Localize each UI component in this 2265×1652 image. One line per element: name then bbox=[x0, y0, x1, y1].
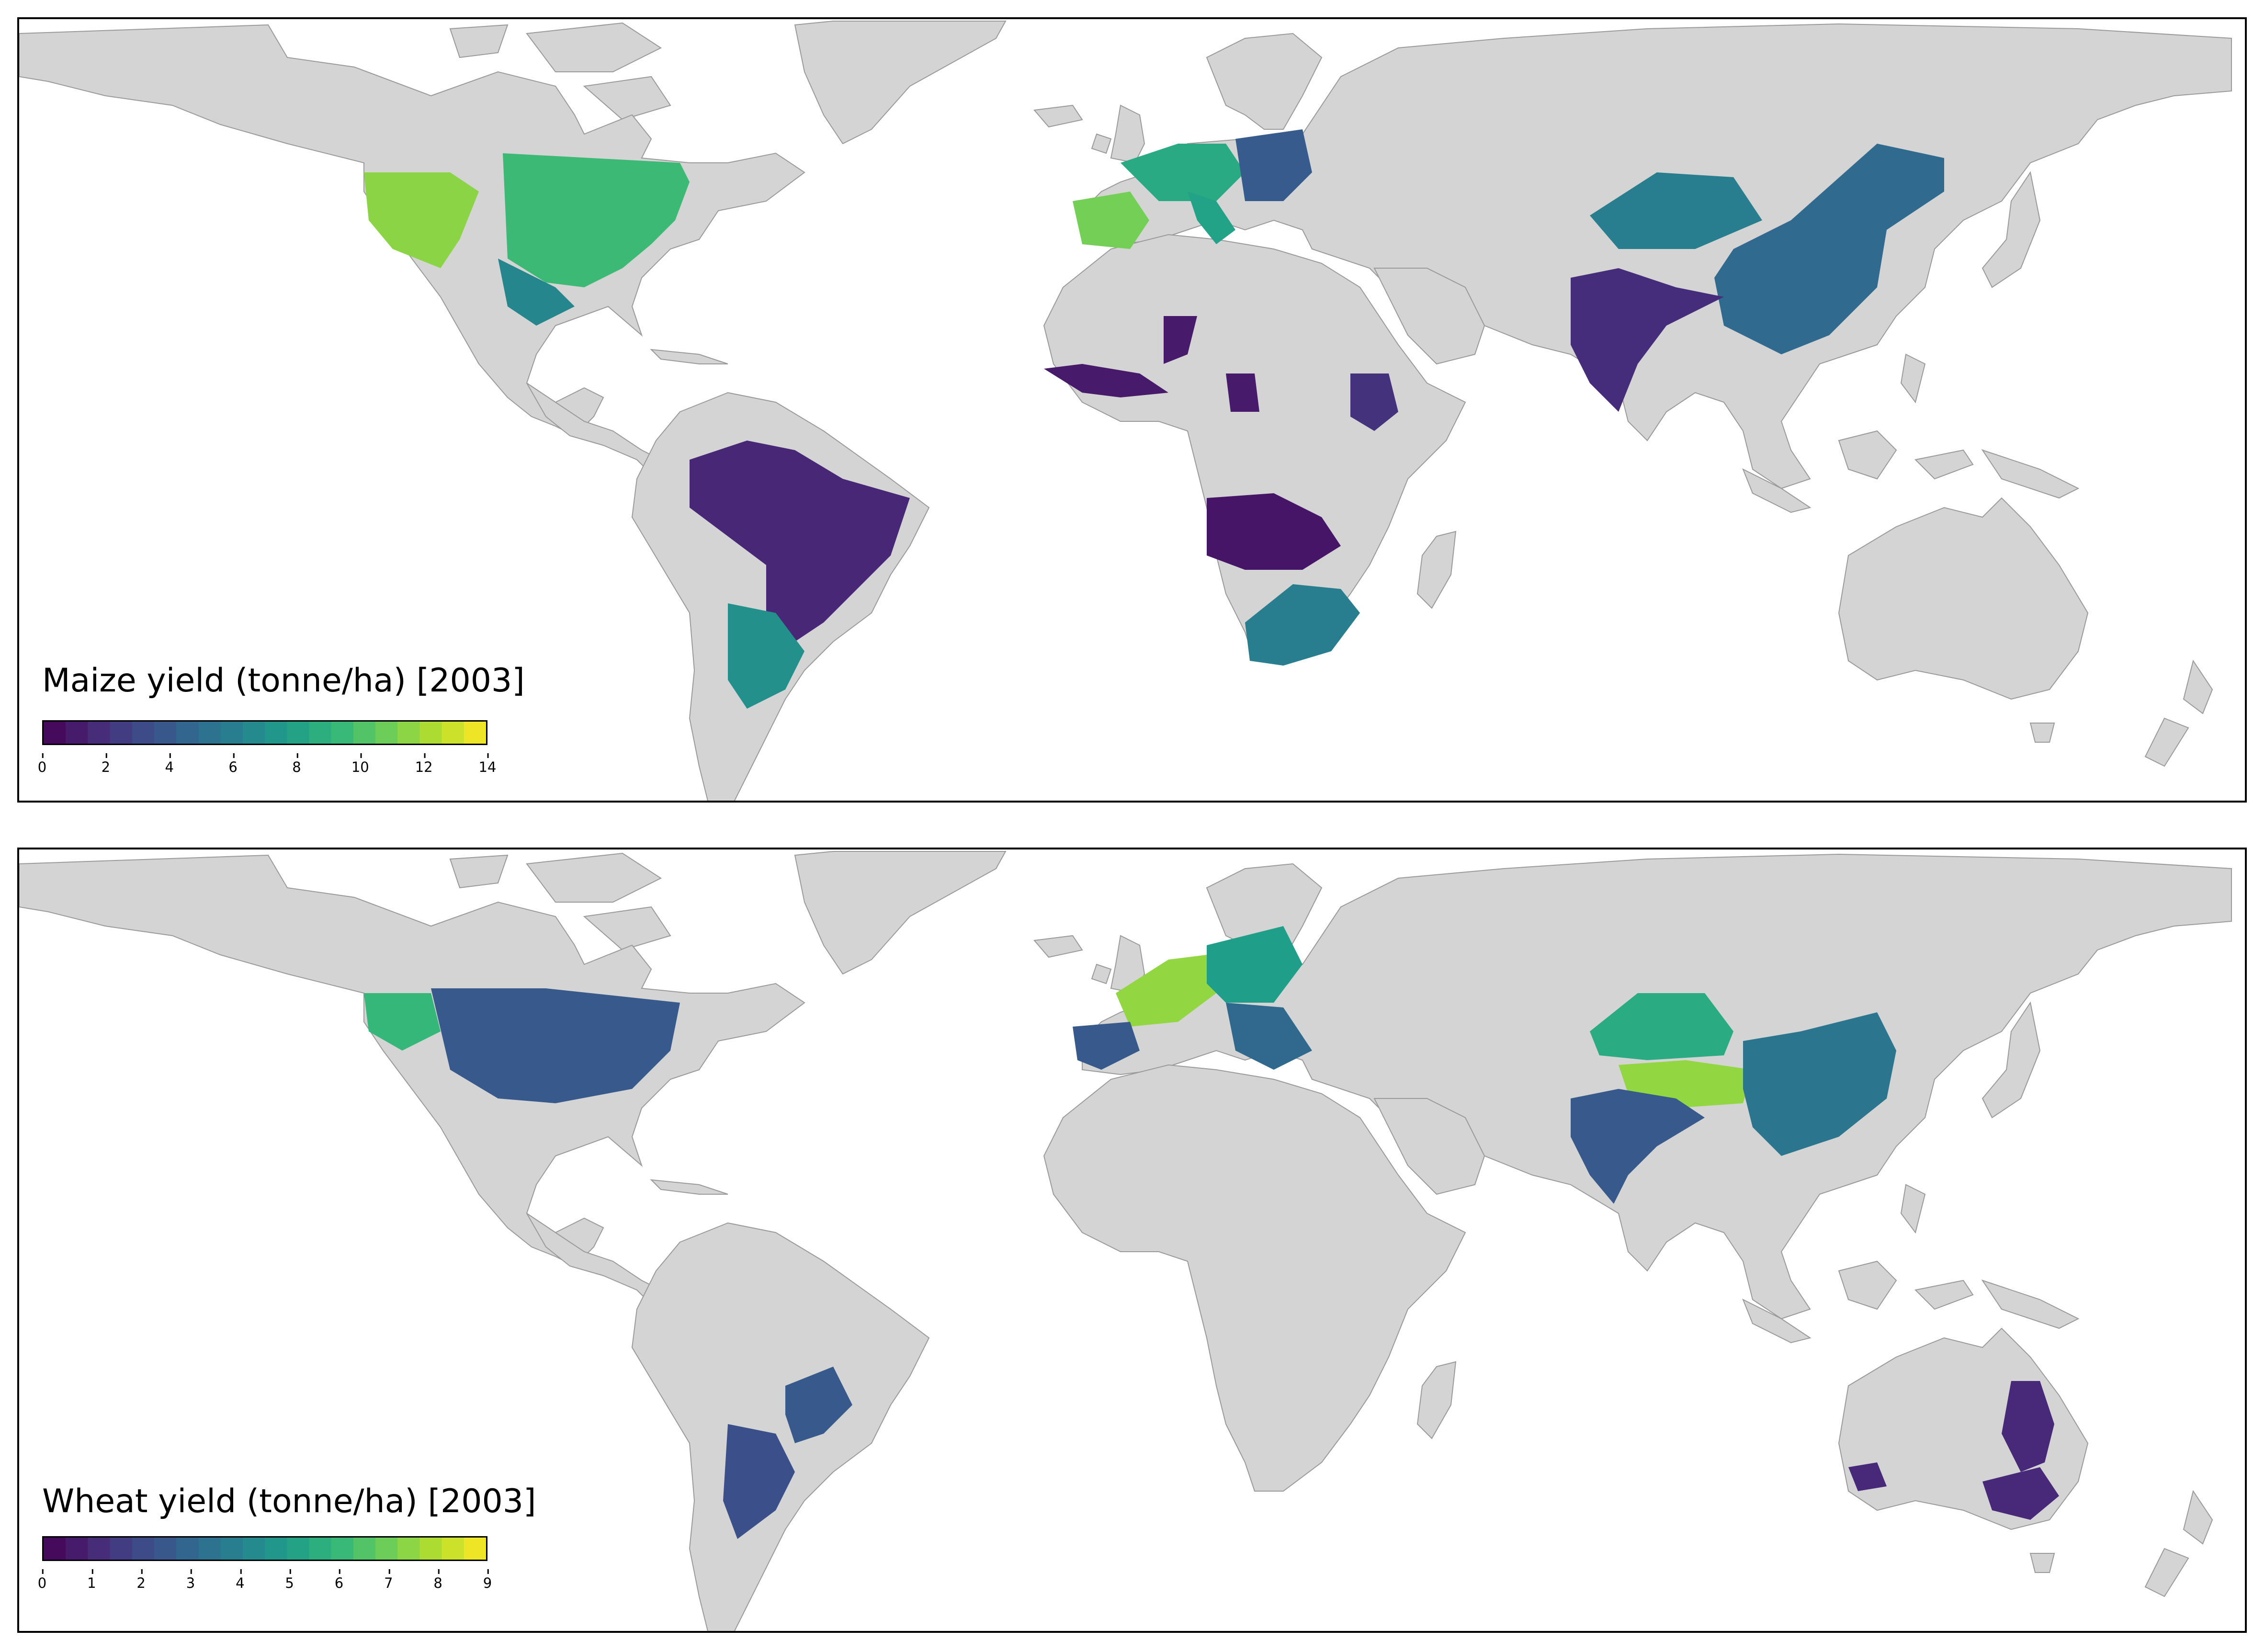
region-usa-northwest bbox=[364, 993, 441, 1051]
maize-colorbar-tick: 4 bbox=[165, 753, 174, 775]
region-france-benelux bbox=[1116, 955, 1216, 1027]
wheat-colorbar-tick: 7 bbox=[384, 1569, 393, 1591]
region-nigeria bbox=[1226, 373, 1259, 412]
region-south-africa bbox=[1245, 584, 1360, 666]
wheat-yield-map-panel: Wheat yield (tonne/ha) [2003] 0 1 2 3 4 5 6 7 8 9 bbox=[17, 848, 2247, 1633]
region-australia-west bbox=[1848, 1462, 1887, 1491]
wheat-colorbar-tick: 8 bbox=[433, 1569, 442, 1591]
wheat-colorbar bbox=[42, 1536, 487, 1561]
wheat-colorbar-ticks: 0 1 2 3 4 5 6 7 8 9 bbox=[38, 1569, 492, 1604]
region-italy bbox=[1188, 192, 1235, 244]
region-west-africa bbox=[1044, 364, 1168, 397]
region-south-brazil bbox=[785, 1367, 852, 1443]
region-china-east bbox=[1714, 144, 1944, 354]
wheat-colorbar-tick: 5 bbox=[285, 1569, 294, 1591]
maize-colorbar-tick: 10 bbox=[351, 753, 369, 775]
region-eastern-europe bbox=[1235, 129, 1312, 201]
region-china-east bbox=[1743, 1012, 1896, 1156]
maize-colorbar-tick: 0 bbox=[37, 753, 47, 775]
wheat-colorbar-tick: 0 bbox=[37, 1569, 47, 1591]
wheat-colorbar-tick: 4 bbox=[236, 1569, 245, 1591]
maize-yield-regions bbox=[364, 129, 1944, 709]
region-india bbox=[1571, 1089, 1705, 1204]
maize-colorbar-tick: 8 bbox=[292, 753, 301, 775]
region-argentina bbox=[723, 1424, 795, 1539]
region-china-west bbox=[1590, 172, 1762, 249]
region-niger bbox=[1164, 316, 1197, 364]
region-spain bbox=[1073, 192, 1149, 249]
wheat-colorbar-tick: 9 bbox=[483, 1569, 492, 1591]
region-ethiopia bbox=[1350, 373, 1398, 431]
maize-map bbox=[19, 21, 2232, 801]
maize-yield-map-panel: Maize yield (tonne/ha) [2003] 0 2 4 6 8 10 12 1… bbox=[17, 17, 2247, 803]
wheat-colorbar-title: Wheat yield (tonne/ha) [2003] bbox=[42, 1482, 536, 1520]
region-western-europe bbox=[1121, 144, 1245, 201]
region-angola-zambia bbox=[1207, 493, 1341, 570]
region-central-europe bbox=[1207, 926, 1302, 1003]
maize-colorbar bbox=[42, 720, 487, 745]
region-brazil bbox=[690, 441, 910, 642]
region-usa-corn-belt bbox=[503, 153, 690, 287]
maize-colorbar-title: Maize yield (tonne/ha) [2003] bbox=[42, 662, 525, 700]
region-spain bbox=[1073, 1022, 1140, 1070]
region-eastern-europe bbox=[1226, 1003, 1312, 1070]
wheat-yield-regions bbox=[364, 926, 2059, 1539]
region-india bbox=[1571, 268, 1724, 412]
region-argentina bbox=[728, 603, 804, 709]
region-usa-south bbox=[498, 259, 575, 326]
maize-colorbar-tick: 6 bbox=[228, 753, 238, 775]
region-usa-west bbox=[364, 172, 479, 268]
maize-colorbar-tick: 12 bbox=[415, 753, 433, 775]
region-australia-east bbox=[2002, 1381, 2054, 1472]
wheat-colorbar-tick: 2 bbox=[136, 1569, 146, 1591]
wheat-colorbar-tick: 3 bbox=[186, 1569, 195, 1591]
wheat-map bbox=[19, 851, 2232, 1631]
maize-colorbar-ticks: 0 2 4 6 8 10 12 14 bbox=[38, 753, 496, 788]
maize-colorbar-tick: 14 bbox=[478, 753, 497, 775]
region-china-northwest bbox=[1590, 993, 1733, 1060]
region-usa-great-plains bbox=[431, 988, 680, 1103]
wheat-colorbar-tick: 6 bbox=[334, 1569, 344, 1591]
maize-colorbar-tick: 2 bbox=[101, 753, 111, 775]
region-australia-southeast bbox=[1982, 1467, 2059, 1520]
wheat-colorbar-tick: 1 bbox=[87, 1569, 96, 1591]
